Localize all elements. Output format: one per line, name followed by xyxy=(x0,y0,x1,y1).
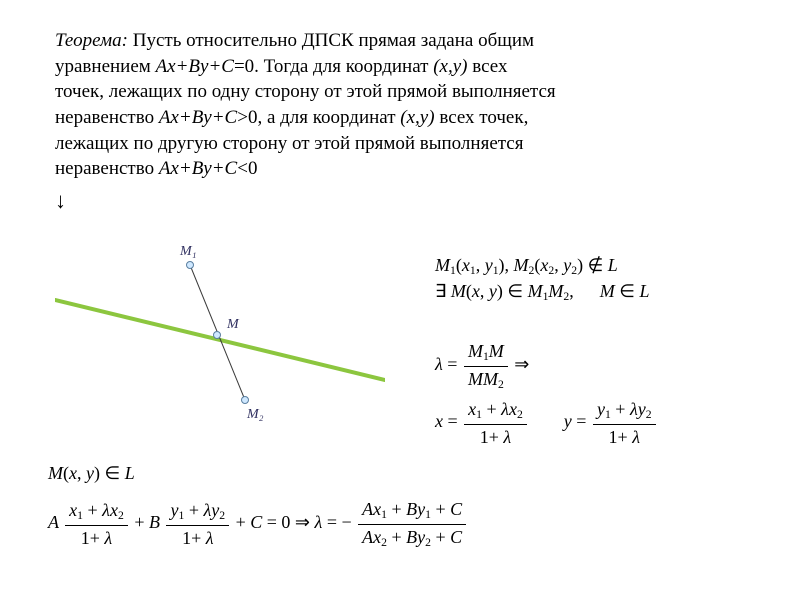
eq-xy-via-lambda: x = x1 + λx2 1+ λ y = y1 + λy2 1+ λ xyxy=(435,398,658,448)
down-arrow-icon: ↓ xyxy=(55,188,760,214)
eq-points-notin-L: M1(x1, y1), M2(x2, y2) ∉ L xyxy=(435,254,618,279)
t-line3: точек, лежащих по одну сторону от этой п… xyxy=(55,81,556,102)
t-line6b: <0 xyxy=(237,158,257,179)
t-line5: лежащих по другую сторону от этой прямой… xyxy=(55,133,523,154)
t-line6a: неравенство xyxy=(55,158,159,179)
svg-text:M₁: M₁ xyxy=(179,244,197,259)
t-line1: Пусть относительно ДПСК прямая задана об… xyxy=(128,30,534,51)
t-eqA-1: Ax+By+C xyxy=(156,56,234,77)
t-xy-2: (x,y) xyxy=(400,107,434,128)
t-line2a: уравнением xyxy=(55,56,156,77)
theorem-text: Теорема: Пусть относительно ДПСК прямая … xyxy=(55,28,760,182)
eq-exists-M: ∃ M(x, y) ∈ M1M2,M ∈ L xyxy=(435,280,649,305)
t-xy-1: (x,y) xyxy=(433,56,467,77)
t-line2b: =0. Тогда для координат xyxy=(234,56,433,77)
svg-text:M: M xyxy=(226,317,240,332)
t-eqA-3: Ax+By+C xyxy=(159,158,237,179)
t-line4a: неравенство xyxy=(55,107,159,128)
slide: Теорема: Пусть относительно ДПСК прямая … xyxy=(0,0,800,600)
eq-substitution: A x1 + λx2 1+ λ + B y1 + λy2 1+ λ + C = … xyxy=(48,498,468,550)
geometry-diagram: M₁ M M₂ xyxy=(55,240,385,430)
t-line4b: >0, а для координат xyxy=(237,107,400,128)
eq-M-in-L: M(x, y) ∈ L xyxy=(48,462,135,485)
t-line2c: всех xyxy=(468,56,508,77)
t-line4c: всех точек, xyxy=(435,107,529,128)
theorem-label: Теорема: xyxy=(55,30,128,51)
t-eqA-2: Ax+By+C xyxy=(159,107,237,128)
eq-lambda-ratio: λ = M1M MM2 ⇒ xyxy=(435,340,529,392)
svg-text:M₂: M₂ xyxy=(246,407,264,422)
